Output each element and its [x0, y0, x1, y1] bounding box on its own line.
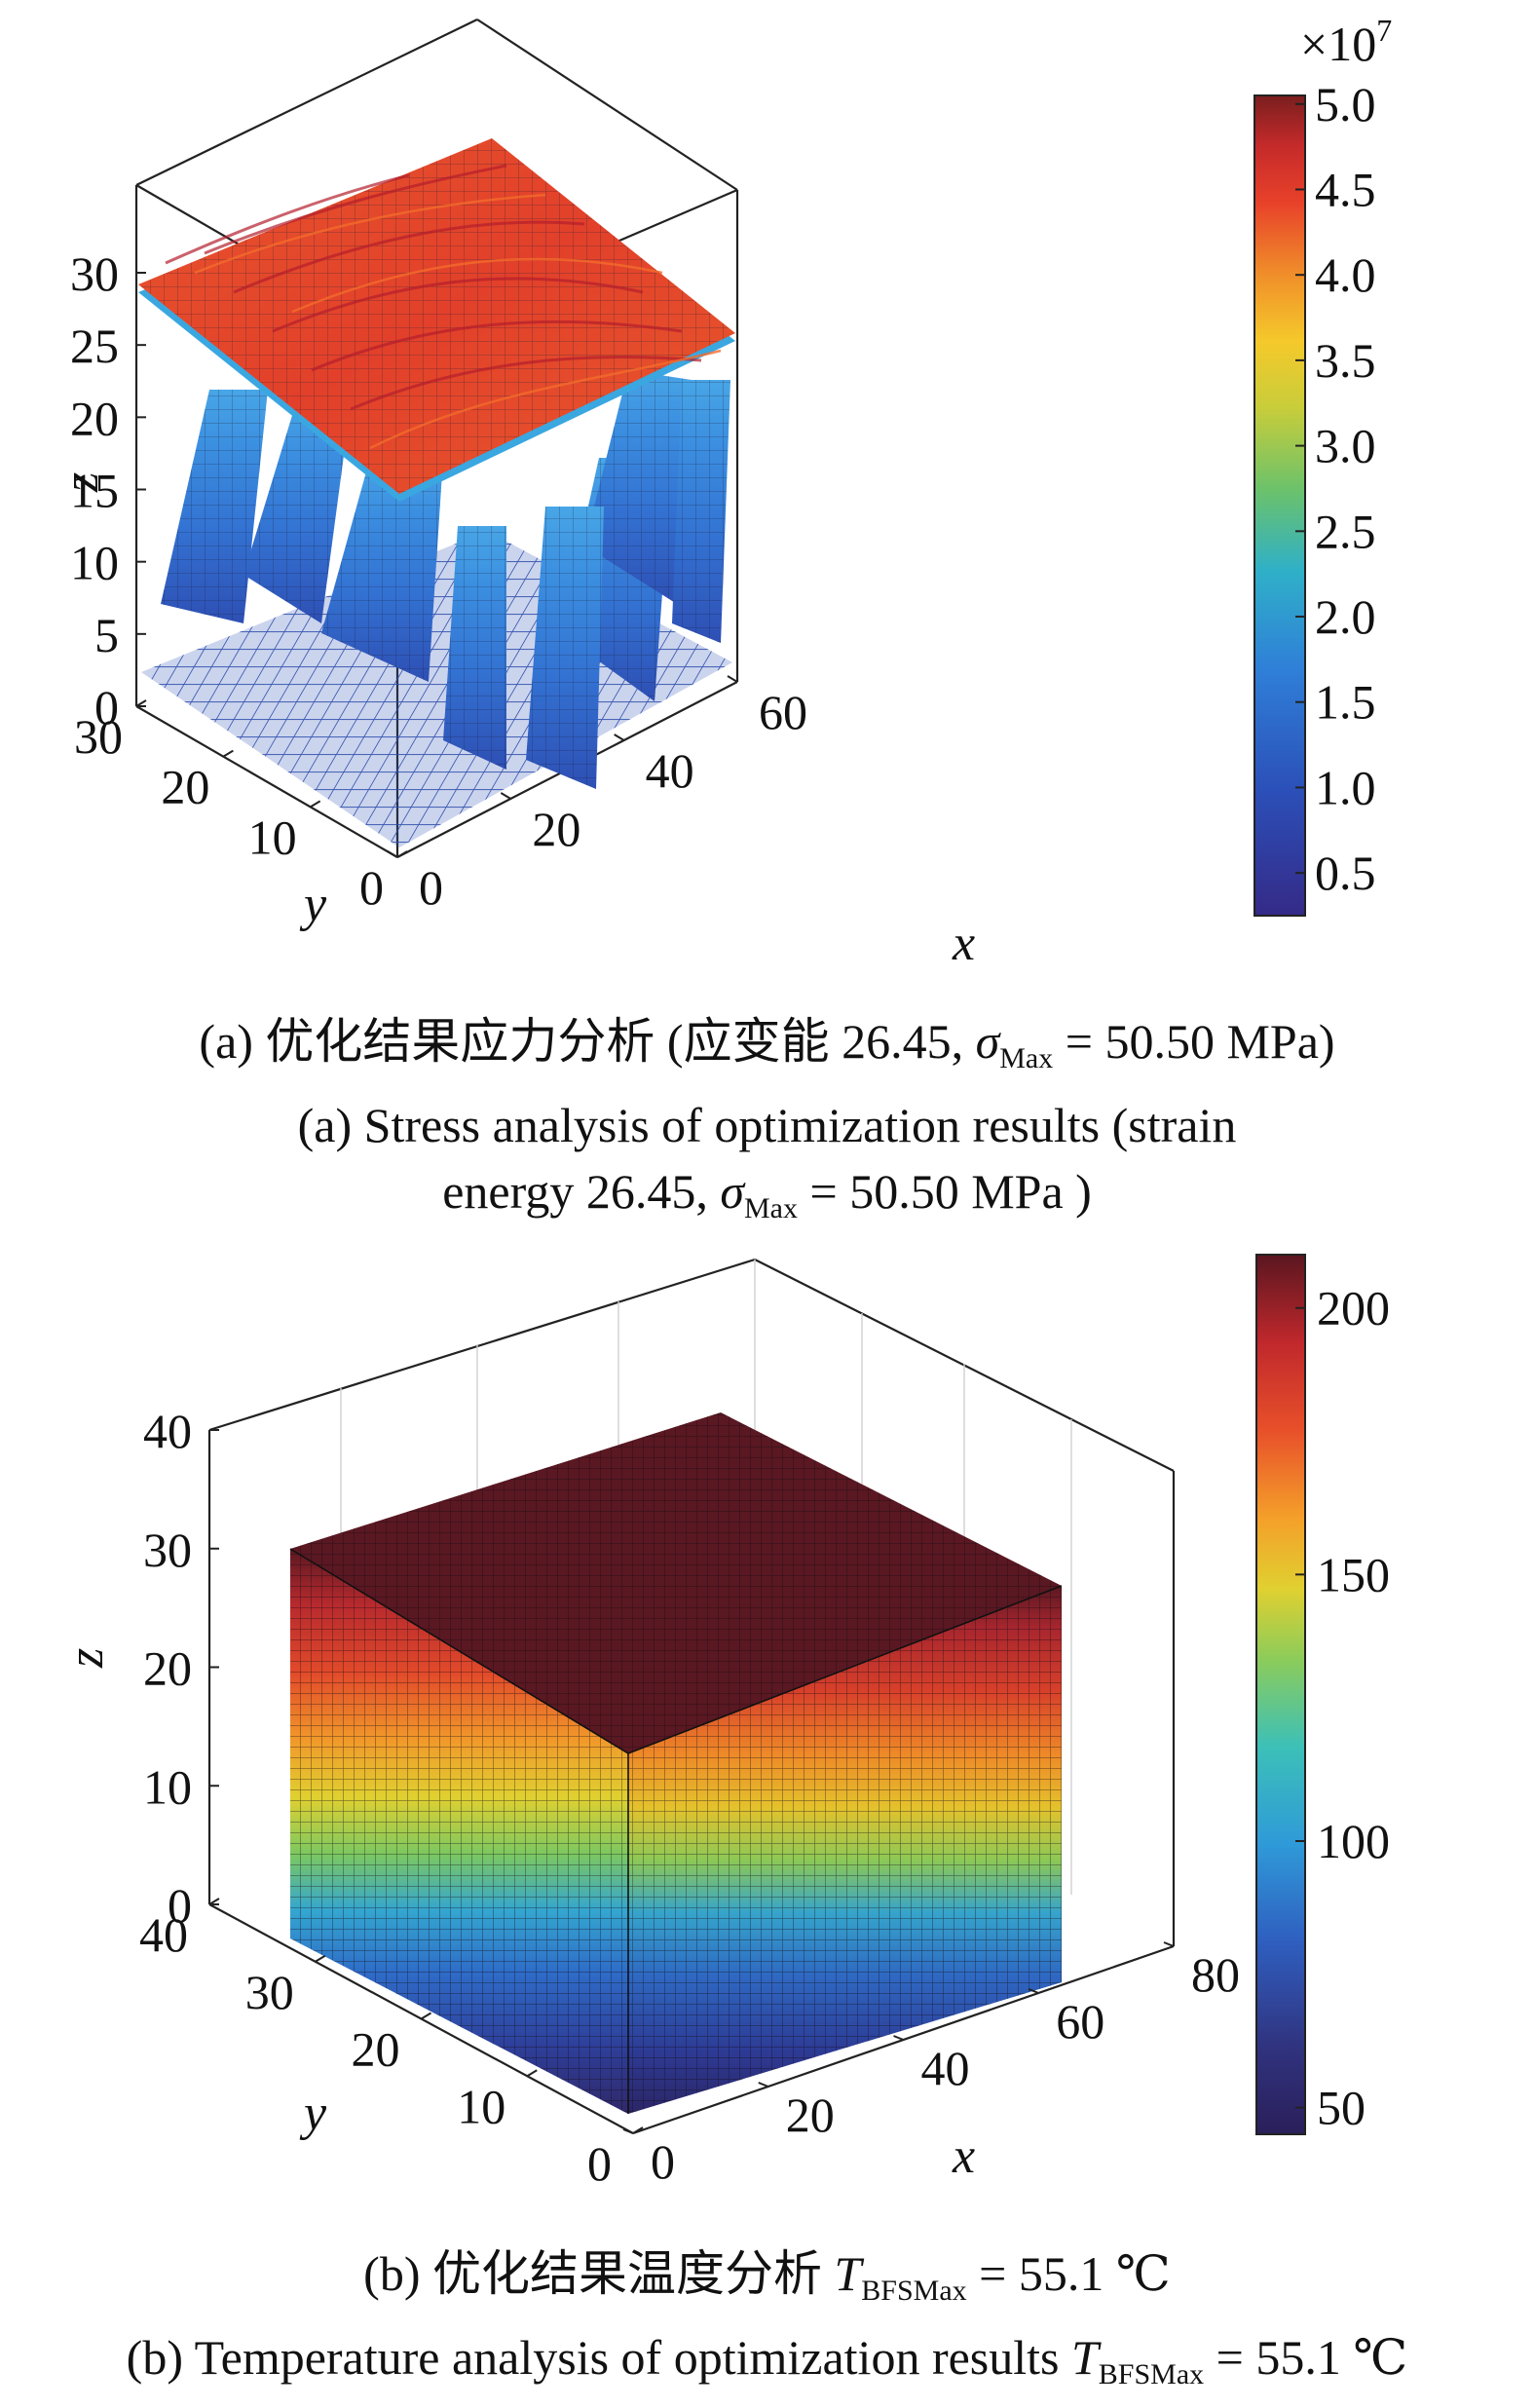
panel-b-x-tick-label: 40: [921, 2041, 970, 2095]
panel-b-x-tick-mark: [758, 2082, 769, 2088]
panel-a-y-tick-mark: [310, 800, 321, 809]
panel-b-y-tick-label: 0: [587, 2136, 612, 2191]
panel-a-colorbar-tick-label: 1.0: [1315, 760, 1376, 814]
panel-a-x-tick-mark: [387, 850, 398, 858]
panel-b-z-tick-label: 30: [143, 1523, 192, 1577]
panel-b-x-label: x: [952, 2128, 975, 2184]
panel-a-colorbar-tick-label: 5.0: [1315, 77, 1376, 132]
panel-b-colorbar-tick-label: 200: [1317, 1281, 1390, 1336]
panel-a-z-ticks: 0 5 10 15 20 25 30: [70, 246, 146, 734]
panel-a-caption-line2: (a) Stress analysis of optimization resu…: [297, 1098, 1237, 1152]
panel-a-colorbar-tick-label: 2.0: [1315, 589, 1376, 644]
panel-a-x-tick-mark: [614, 734, 625, 741]
panel-b-y-tick-mark: [632, 2126, 644, 2134]
panel-b-colorbar-tick-label: 50: [1317, 2081, 1366, 2135]
panel-a-y-tick-label: 20: [161, 760, 209, 814]
panel-b-y-label: y: [299, 2086, 327, 2141]
panel-b-colorbar-tick-label: 150: [1317, 1547, 1390, 1601]
panel-b-x-tick-mark: [893, 2035, 904, 2041]
panel-b-x-tick-label: 80: [1191, 1947, 1240, 2002]
panel-b-y-tick-mark: [420, 2012, 432, 2020]
panel-a-colorbar-tick-label: 1.5: [1315, 675, 1376, 730]
panel-b-y-tick-label: 20: [352, 2022, 400, 2077]
panel-a-x-tick-label: 0: [419, 860, 443, 915]
panel-a-y-tick-label: 10: [248, 809, 297, 864]
panel-a-z-tick-label: 20: [70, 391, 119, 445]
panel-a-colorbar-tick-label: 3.0: [1315, 419, 1376, 473]
panel-b-y-tick-label: 30: [245, 1965, 294, 2019]
panel-a-z-label: z: [54, 472, 109, 493]
panel-b-x-tick-label: 0: [651, 2134, 675, 2189]
panel-a-x-tick-label: 20: [532, 802, 580, 856]
panel-b-z-ticks: 0 10 20 30 40: [143, 1404, 219, 1933]
panel-a-y-tick-label: 30: [74, 709, 123, 764]
panel-b-y-tick-mark: [208, 1898, 220, 1905]
panel-a-y-tick-mark: [396, 850, 408, 858]
panel-b-y-tick-mark: [315, 1954, 326, 1963]
panel-a-caption-line1: (a) 优化结果应力分析 (应变能 26.45, σMax = 50.50 MP…: [199, 1014, 1335, 1074]
panel-b-x-tick-mark: [1163, 1941, 1175, 1947]
panel-b-z-tick-label: 10: [143, 1759, 192, 1814]
panel-b-z-tick-label: 40: [143, 1404, 192, 1458]
panel-a-y-tick-mark: [222, 749, 234, 758]
panel-b-y-ticks: 0 10 20 30 40: [139, 1898, 644, 2191]
panel-b-caption: (b) 优化结果温度分析 TBFSMax = 55.1 ℃ (b) Temper…: [0, 2240, 1534, 2408]
panel-a-caption-line3: energy 26.45, σMax = 50.50 MPa ): [442, 1164, 1092, 1224]
panel-b-z-tick-label: 0: [168, 1878, 192, 1933]
panel-a-caption: (a) 优化结果应力分析 (应变能 26.45, σMax = 50.50 MP…: [0, 1008, 1534, 1242]
panel-a-x-tick-mark: [727, 675, 738, 683]
panel-b-colorbar: [1255, 1254, 1306, 2135]
panel-b-y-tick-mark: [526, 2069, 538, 2078]
panel-b-z-tick-label: 20: [143, 1641, 192, 1696]
panel-a-y-label: y: [299, 877, 327, 932]
panel-b: 0 10 20 30 40 0 10 20 30 40 0 20 40 60 80 z y x 200 1…: [58, 1254, 1390, 2191]
panel-a-y-tick-label: 0: [359, 860, 384, 915]
panel-a-x-tick-label: 60: [759, 685, 807, 739]
panel-a-colorbar-tick-label: 2.5: [1315, 504, 1376, 558]
panel-a-colorbar-tick-label: 0.5: [1315, 846, 1376, 900]
panel-b-caption-line1: (b) 优化结果温度分析 TBFSMax = 55.1 ℃: [363, 2246, 1171, 2307]
panel-a-pillars: [161, 370, 730, 789]
panel-b-caption-line2: (b) Temperature analysis of optimization…: [126, 2330, 1408, 2390]
panel-b-x-ticks: 0 20 40 60 80: [622, 1941, 1240, 2189]
panel-a-x-ticks: 0 20 40 60: [387, 675, 807, 915]
panel-a-z-tick-label: 0: [94, 680, 119, 734]
panel-a-z-tick-label: 30: [70, 246, 119, 301]
panel-a-colorbar-ticks: 5.0 4.5 4.0 3.5 3.0 2.5 2.0 1.5 1.0 0.5: [1295, 77, 1376, 900]
panel-a-z-tick-label: 10: [70, 536, 119, 590]
panel-a-colorbar-tick-label: 4.0: [1315, 247, 1376, 302]
panel-b-colorbar-tick-label: 100: [1317, 1814, 1390, 1868]
panel-b-y-tick-label: 10: [457, 2079, 505, 2133]
panel-a-colorbar-tick-label: 4.5: [1315, 162, 1376, 216]
panel-a-colorbar-multiplier: ×107: [1300, 13, 1392, 71]
panel-a-z-tick-label: 25: [70, 319, 119, 373]
panel-b-colorbar-ticks: 200 150 100 50: [1295, 1281, 1390, 2135]
panel-b-y-tick-label: 40: [139, 1907, 188, 1962]
panel-b-z-label: z: [58, 1648, 114, 1669]
panel-a-y-ticks: 0 10 20 30: [74, 699, 408, 915]
panel-a-z-tick-label: 5: [94, 608, 119, 662]
panel-b-x-tick-label: 60: [1056, 1994, 1104, 2049]
panel-a-colorbar-tick-label: 3.5: [1315, 333, 1376, 388]
panel-a-top-plate: [138, 138, 735, 502]
panel-b-x-tick-label: 20: [786, 2088, 835, 2142]
panel-a-x-tick-label: 40: [646, 743, 694, 798]
panel-a-y-tick-mark: [135, 699, 147, 707]
panel-a-colorbar: [1253, 94, 1306, 917]
panel-a-x-label: x: [952, 916, 975, 971]
panel-a-x-tick-mark: [500, 792, 511, 800]
panel-a: 0 5 10 15 20 25 30 0 10 20 30 0 20 40 60 z y x 5.0 4.…: [54, 13, 1392, 971]
panel-b-x-tick-mark: [1028, 1988, 1039, 1994]
panel-b-x-tick-mark: [622, 2128, 634, 2134]
panel-a-z-tick-label: 15: [70, 464, 119, 518]
